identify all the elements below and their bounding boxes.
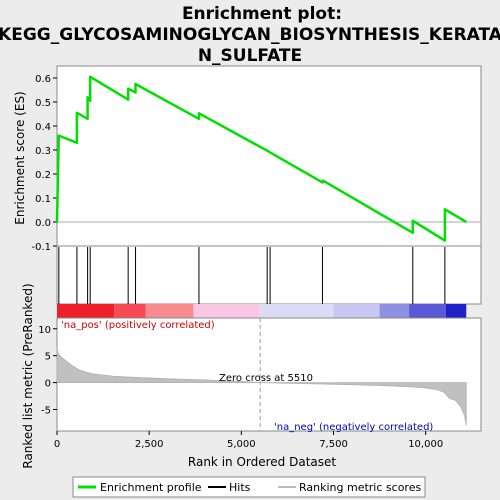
- metric-y-tick-label: 0: [45, 379, 51, 390]
- metric-y-axis: -5 0 5 10: [38, 325, 57, 416]
- es-plot-area: [56, 65, 482, 247]
- heat-band-segment: [57, 304, 115, 318]
- heat-band-segment: [379, 304, 410, 318]
- x-axis-label: Rank in Ordered Dataset: [188, 455, 336, 469]
- es-y-tick-label: 0.2: [35, 170, 51, 181]
- es-y-axis: -0.1 0.0 0.1 0.2 0.3 0.4 0.5 0.6: [31, 74, 57, 253]
- x-tick-label: 5,000: [227, 439, 256, 450]
- metric-y-axis-label: Ranked list metric (PreRanked): [21, 283, 35, 468]
- es-y-tick-label: 0.5: [35, 98, 51, 109]
- es-y-tick-label: 0.4: [35, 122, 51, 133]
- metric-plot-area: [56, 317, 482, 432]
- heat-band-segment: [409, 304, 446, 318]
- zero-cross-label: Zero cross at 5510: [219, 373, 313, 384]
- metric-y-tick-label: 5: [45, 352, 51, 363]
- heat-band-segment: [114, 304, 146, 318]
- x-tick-label: 0: [54, 439, 60, 450]
- es-y-tick-label: -0.1: [31, 242, 51, 253]
- legend-enrichment-label: Enrichment profile: [100, 481, 202, 494]
- x-tick-label: 10,000: [408, 439, 443, 450]
- chart-title-line-2: KEGG_GLYCOSAMINOGLYCAN_BIOSYNTHESIS_KERA…: [0, 25, 500, 45]
- pos-correlated-label: 'na_pos' (positively correlated): [61, 320, 215, 331]
- es-y-tick-label: 0.1: [35, 194, 51, 205]
- heat-band-segment: [193, 304, 260, 318]
- heat-band-segment: [259, 304, 334, 318]
- x-tick-label: 2,500: [135, 439, 164, 450]
- hits-group: [58, 247, 446, 304]
- es-y-tick-label: 0.0: [35, 218, 51, 229]
- legend-hits-label: Hits: [229, 481, 251, 494]
- hits-area: [56, 245, 482, 305]
- ranking-metric-area: [56, 347, 467, 426]
- es-y-tick-label: 0.6: [35, 74, 51, 85]
- metric-x-axis: 0 2,500 5,000 7,500 10,000: [54, 431, 443, 450]
- legend-box: [72, 476, 426, 498]
- es-y-axis-label: Enrichment score (ES): [13, 91, 27, 224]
- metric-scores-group: [56, 347, 467, 426]
- es-y-tick-label: 0.3: [35, 146, 51, 157]
- enrichment-profile-line: [55, 75, 467, 242]
- heat-band-segment: [333, 304, 380, 318]
- es-profile-group: [55, 75, 467, 242]
- heat-band-segment: [145, 304, 194, 318]
- neg-correlated-label: 'na_neg' (negatively correlated): [274, 422, 433, 433]
- chart-title-line-3: N_SULFATE: [198, 46, 302, 66]
- legend-metric-label: Ranking metric scores: [299, 481, 421, 494]
- heat-band-segment: [445, 304, 467, 318]
- metric-y-tick-label: -5: [41, 405, 51, 416]
- rank-heat-band: [57, 304, 467, 318]
- metric-y-tick-label: 10: [38, 325, 51, 336]
- chart-title-line-1: Enrichment plot:: [182, 4, 342, 24]
- x-tick-label: 7,500: [319, 439, 348, 450]
